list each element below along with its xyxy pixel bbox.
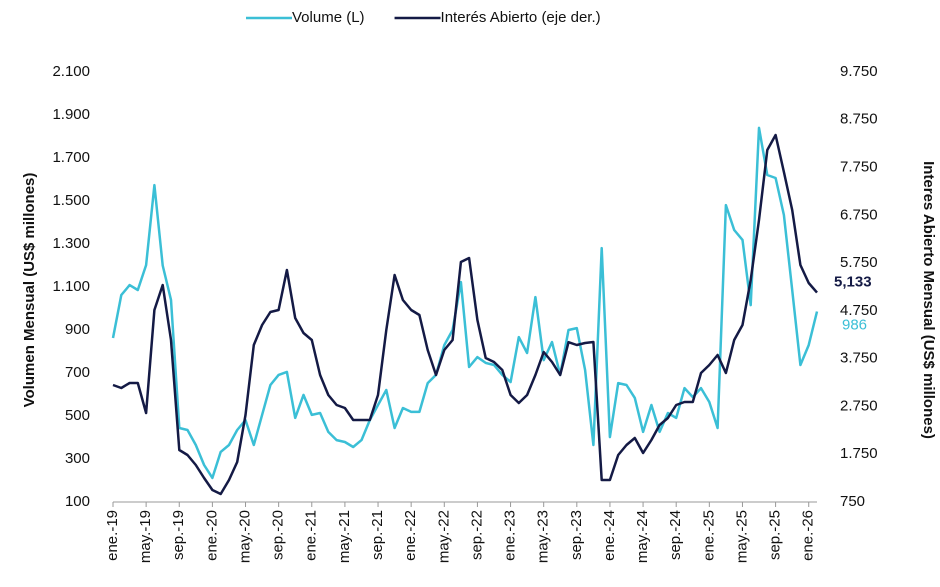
x-tick-label: sep.-24	[667, 510, 684, 560]
end-label: 5,133	[834, 274, 872, 291]
x-tick-label: sep.-20	[270, 510, 287, 560]
x-tick-label: ene.-24	[601, 510, 618, 561]
y-tick-label: 900	[65, 321, 90, 338]
x-tick-label: sep.-19	[170, 510, 187, 560]
y2-tick-label: 1.750	[840, 445, 878, 462]
series-line	[112, 133, 818, 496]
end-label: 986	[842, 316, 867, 333]
x-tick-label: may.-19	[137, 510, 154, 563]
y-tick-label: 1.700	[52, 149, 90, 166]
y2-tick-label: 9.750	[840, 63, 878, 80]
x-tick-label: ene.-21	[303, 510, 320, 561]
y-tick-label: 500	[65, 407, 90, 424]
y2-tick-label: 2.750	[840, 397, 878, 414]
y-tick-label: 700	[65, 364, 90, 381]
x-tick-label: sep.-25	[767, 510, 784, 560]
x-tick-label: may.-22	[435, 510, 452, 563]
y-tick-label: 2.100	[52, 63, 90, 80]
x-tick-label: may.-20	[236, 510, 253, 563]
y2-tick-label: 4.750	[840, 302, 878, 319]
y2-tick-label: 3.750	[840, 350, 878, 367]
x-tick-label: ene.-23	[502, 510, 519, 561]
y-tick-label: 1.900	[52, 106, 90, 123]
x-tick-label: may.-21	[336, 510, 353, 563]
y2-tick-label: 5.750	[840, 254, 878, 271]
x-tick-label: may.-24	[634, 510, 651, 563]
y2-tick-label: 8.750	[840, 111, 878, 128]
legend-label: Volume (L)	[292, 9, 365, 26]
y2-tick-label: 750	[840, 493, 865, 510]
x-tick-label: ene.-26	[800, 510, 817, 561]
x-tick-label: ene.-25	[700, 510, 717, 561]
x-tick-label: may.-23	[535, 510, 552, 563]
legend-label: Interés Abierto (eje der.)	[441, 9, 601, 26]
y2-tick-label: 7.750	[840, 159, 878, 176]
x-tick-label: ene.-20	[203, 510, 220, 561]
y-tick-label: 100	[65, 493, 90, 510]
x-tick-label: ene.-22	[402, 510, 419, 561]
y2-tick-label: 6.750	[840, 206, 878, 223]
x-tick-label: ene.-19	[104, 510, 121, 561]
x-tick-label: sep.-23	[568, 510, 585, 560]
y-tick-label: 300	[65, 450, 90, 467]
series-line	[111, 126, 819, 480]
y-tick-label: 1.300	[52, 235, 90, 252]
x-tick-label: sep.-21	[369, 510, 386, 560]
y-axis-title: Volumen Mensual (US$ millones)	[21, 173, 38, 408]
y2-axis-title: Interes Abierto Mensual (US$ millones)	[920, 161, 937, 439]
x-tick-label: may.-25	[733, 510, 750, 563]
y-tick-label: 1.500	[52, 192, 90, 209]
y-tick-label: 1.100	[52, 278, 90, 295]
x-tick-label: sep.-22	[468, 510, 485, 560]
